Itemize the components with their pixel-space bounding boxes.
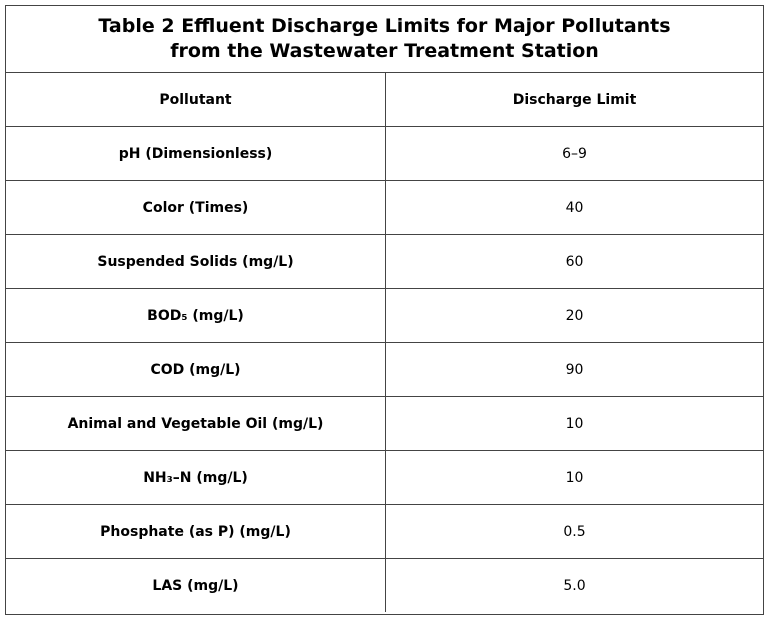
table-frame: Table 2 Effluent Discharge Limits for Ma… <box>5 5 764 615</box>
pollutant-cell: LAS (mg/L) <box>6 558 386 612</box>
title-line: from the Wastewater Treatment Station <box>170 40 599 62</box>
table-row: pH (Dimensionless) 6–9 <box>6 126 763 181</box>
table-row: BOD₅ (mg/L) 20 <box>6 288 763 343</box>
limit-cell: 6–9 <box>385 126 763 181</box>
limit-cell: 60 <box>385 234 763 289</box>
limit-cell: 90 <box>385 342 763 397</box>
pollutant-cell: pH (Dimensionless) <box>6 126 386 181</box>
limit-cell: 10 <box>385 396 763 451</box>
table-row: Animal and Vegetable Oil (mg/L) 10 <box>6 396 763 451</box>
limit-cell: 0.5 <box>385 504 763 559</box>
pollutant-cell: BOD₅ (mg/L) <box>6 288 386 343</box>
limit-cell: 10 <box>385 450 763 505</box>
header-row: Pollutant Discharge Limit <box>6 73 763 127</box>
pollutant-cell: Animal and Vegetable Oil (mg/L) <box>6 396 386 451</box>
table-row: NH₃–N (mg/L) 10 <box>6 450 763 505</box>
title-line: Table 2 Effluent Discharge Limits for Ma… <box>98 15 671 37</box>
pollutant-cell: Color (Times) <box>6 180 386 235</box>
header-cell: Discharge Limit <box>512 91 637 108</box>
table: Pollutant Discharge Limit pH (Dimensionles… <box>6 73 763 612</box>
pollutant-cell: NH₃–N (mg/L) <box>6 450 386 505</box>
table-title: Table 2 Effluent Discharge Limits for Ma… <box>6 6 763 73</box>
table-row: Phosphate (as P) (mg/L) 0.5 <box>6 504 763 559</box>
limit-cell: 40 <box>385 180 763 235</box>
pollutant-cell: Suspended Solids (mg/L) <box>6 234 386 289</box>
header-cell: Pollutant <box>6 73 386 127</box>
pollutant-cell: Phosphate (as P) (mg/L) <box>6 504 386 559</box>
limit-cell: 20 <box>385 288 763 343</box>
pollutant-cell: COD (mg/L) <box>6 342 386 397</box>
table-row: Color (Times) 40 <box>6 180 763 235</box>
table-row: Suspended Solids (mg/L) 60 <box>6 234 763 289</box>
table-row: LAS (mg/L) 5.0 <box>6 558 763 612</box>
limit-cell: 5.0 <box>385 558 763 612</box>
table-row: COD (mg/L) 90 <box>6 342 763 397</box>
